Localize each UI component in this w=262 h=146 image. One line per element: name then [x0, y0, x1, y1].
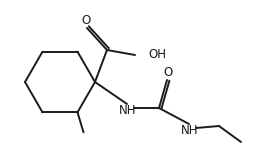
- Text: O: O: [81, 14, 91, 27]
- Text: O: O: [163, 66, 173, 80]
- Text: NH: NH: [181, 124, 199, 137]
- Text: OH: OH: [148, 47, 166, 60]
- Text: NH: NH: [119, 104, 137, 117]
